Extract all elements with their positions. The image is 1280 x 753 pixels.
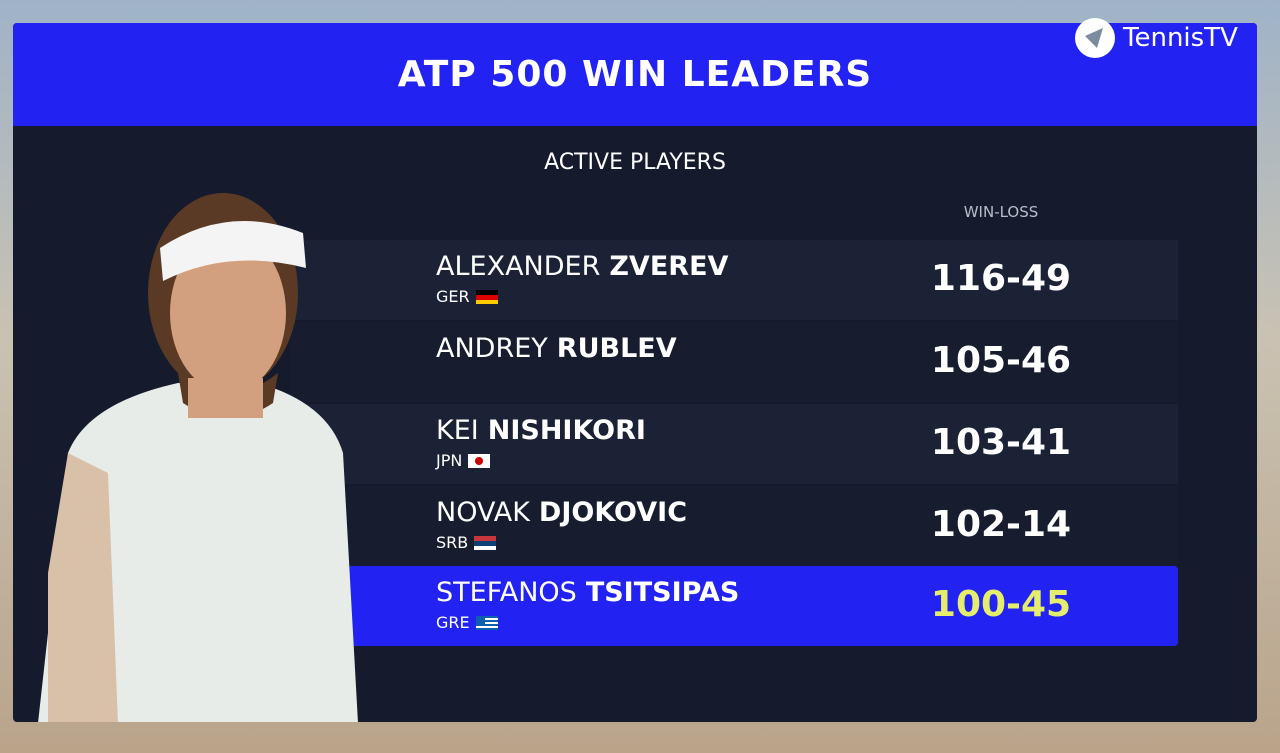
flag xyxy=(475,615,498,630)
row-bg xyxy=(290,404,1178,484)
first-name: ANDREY xyxy=(436,333,548,364)
country: SRB xyxy=(436,533,497,552)
win-loss: 100-45 xyxy=(930,584,1072,625)
flag xyxy=(474,535,497,550)
first-name: KEI xyxy=(436,415,479,446)
first-name: STEFANOS xyxy=(436,577,577,608)
brand-text: TennisTV xyxy=(1123,23,1238,53)
last-name: NISHIKORI xyxy=(487,415,646,446)
row-bg xyxy=(290,240,1178,320)
player-photo xyxy=(38,193,358,722)
last-name: TSITSIPAS xyxy=(585,577,740,608)
last-name: ZVEREV xyxy=(609,251,729,282)
brand-icon xyxy=(1075,18,1115,58)
row-highlight xyxy=(338,566,1178,646)
country: GRE xyxy=(436,613,498,632)
first-name: NOVAK xyxy=(436,497,530,528)
row-bg xyxy=(290,322,1178,402)
header-band xyxy=(13,23,1257,126)
win-loss: 103-41 xyxy=(930,422,1072,463)
brand-logo: TennisTV xyxy=(1073,16,1238,60)
last-name: RUBLEV xyxy=(556,333,677,364)
win-loss: 105-46 xyxy=(930,340,1072,381)
country: GER xyxy=(436,287,498,306)
player-name: ALEXANDER ZVEREV xyxy=(436,251,728,282)
player-name: ANDREY RUBLEV xyxy=(436,333,677,364)
flag xyxy=(468,453,491,468)
title: ATP 500 WIN LEADERS xyxy=(397,54,873,95)
country-code: JPN xyxy=(436,451,463,470)
win-loss: 116-49 xyxy=(930,258,1072,299)
flag xyxy=(475,289,498,304)
player-name: STEFANOS TSITSIPAS xyxy=(436,577,739,608)
column-header: WIN-LOSS xyxy=(963,203,1039,221)
win-loss: 102-14 xyxy=(930,504,1072,545)
first-name: ALEXANDER xyxy=(436,251,601,282)
subtitle: ACTIVE PLAYERS xyxy=(544,150,726,175)
last-name: DJOKOVIC xyxy=(538,497,688,528)
country-code: SRB xyxy=(436,533,469,552)
player-name: KEI NISHIKORI xyxy=(436,415,646,446)
player-name: NOVAK DJOKOVIC xyxy=(436,497,687,528)
country: JPN xyxy=(436,451,491,470)
country-code: GRE xyxy=(436,613,470,632)
country-code: GER xyxy=(436,287,470,306)
panel: ATP 500 WIN LEADERS ACTIVE PLAYERS WIN-L… xyxy=(13,23,1257,722)
row-bg xyxy=(290,486,1178,566)
